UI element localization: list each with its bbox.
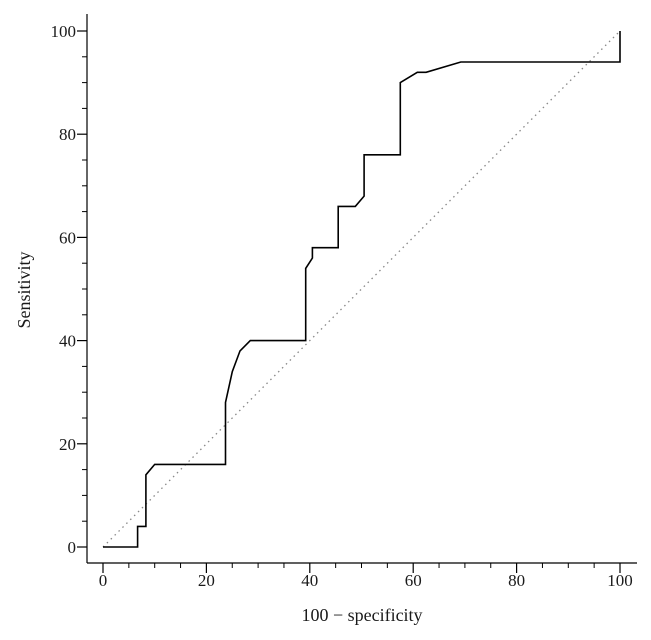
x-tick-label: 0: [99, 571, 108, 590]
y-tick-label: 80: [59, 125, 76, 144]
roc-curve-line: [103, 31, 621, 548]
y-tick-label: 40: [59, 332, 76, 351]
x-tick-label: 40: [301, 571, 318, 590]
x-tick-label: 20: [198, 571, 215, 590]
major-ticks: [77, 30, 621, 573]
x-tick-label: 60: [405, 571, 422, 590]
series-layer: [102, 30, 621, 548]
x-tick-labels: 0 20 40 60 80 100: [99, 571, 633, 590]
x-axis-title: 100 − specificity: [301, 605, 422, 625]
x-tick-label: 80: [508, 571, 525, 590]
y-axis-title: Sensitivity: [14, 251, 34, 328]
minor-ticks: [82, 56, 595, 568]
reference-diagonal-line: [102, 30, 621, 548]
y-tick-label: 100: [51, 22, 77, 41]
y-tick-label: 20: [59, 435, 76, 454]
x-tick-label: 100: [607, 571, 633, 590]
y-tick-label: 0: [68, 538, 77, 557]
y-tick-label: 60: [59, 228, 76, 247]
y-tick-labels: 0 20 40 60 80 100: [51, 22, 77, 557]
